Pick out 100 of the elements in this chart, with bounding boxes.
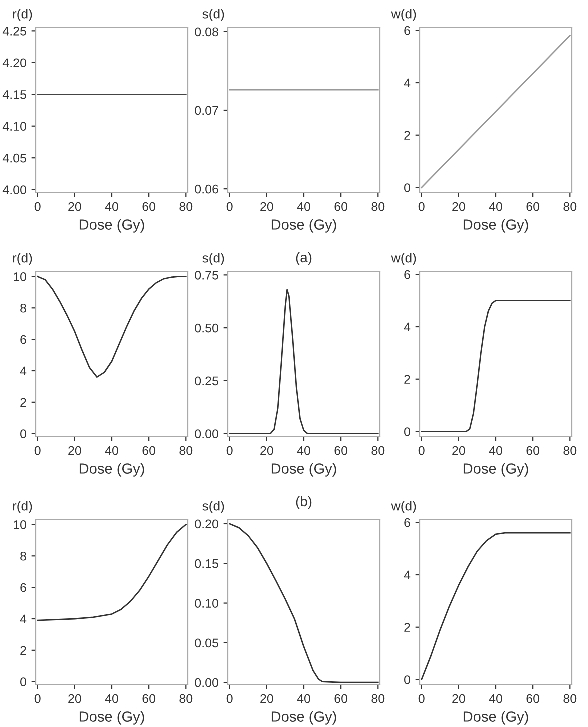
y-tick-label: 0.15 xyxy=(195,559,218,568)
x-axis-title: Dose (Gy) xyxy=(272,463,336,477)
y-tick-label: 4 xyxy=(404,570,411,580)
y-tick-label: 0.10 xyxy=(195,599,218,608)
y-axis-title: s(d) xyxy=(202,9,224,22)
y-tick-label: 4.15 xyxy=(2,90,26,100)
x-tick-label: 60 xyxy=(526,446,540,456)
y-tick-label: 2 xyxy=(404,131,410,140)
x-tick-label: 20 xyxy=(452,202,466,212)
x-tick-label: 60 xyxy=(142,446,156,456)
x-axis-title: Dose (Gy) xyxy=(464,711,528,725)
y-tick-label: 0 xyxy=(404,184,410,192)
x-tick-label: 0 xyxy=(418,694,425,704)
x-axis-title: Dose (Gy) xyxy=(272,219,336,233)
x-tick-label: 20 xyxy=(260,202,274,212)
x-tick-label: 40 xyxy=(489,694,502,704)
x-tick-label: 80 xyxy=(564,446,577,456)
x-tick-label: 20 xyxy=(260,446,274,456)
y-axis-title: r(d) xyxy=(13,9,32,22)
y-tick-label: 6 xyxy=(404,26,410,36)
y-tick-label: 4.20 xyxy=(2,58,26,68)
x-tick-label: 80 xyxy=(564,202,577,212)
y-tick-label: 0.06 xyxy=(195,184,218,194)
y-tick-label: 4 xyxy=(404,78,411,88)
y-axis-title: w(d) xyxy=(391,9,416,22)
x-tick-label: 60 xyxy=(334,694,348,704)
x-tick-label: 80 xyxy=(564,694,577,704)
x-tick-label: 60 xyxy=(526,202,540,212)
y-axis-title: r(d) xyxy=(13,501,32,514)
y-axis-title: r(d) xyxy=(13,253,32,266)
y-tick-label: 0 xyxy=(404,428,410,436)
y-tick-label: 10 xyxy=(14,272,26,282)
y-tick-label: 6 xyxy=(20,583,26,592)
y-tick-label: 4.10 xyxy=(2,122,26,132)
text: (b) xyxy=(296,496,312,510)
y-tick-label: 0 xyxy=(20,430,26,439)
y-tick-label: 0.00 xyxy=(195,430,218,438)
y-tick-label: 0 xyxy=(20,678,26,687)
x-tick-label: 20 xyxy=(68,694,82,704)
y-tick-label: 0.00 xyxy=(195,678,218,688)
x-axis-title: Dose (Gy) xyxy=(80,711,144,725)
x-axis-title: Dose (Gy) xyxy=(272,711,336,725)
x-tick-label: 20 xyxy=(260,694,274,704)
x-tick-label: 80 xyxy=(372,446,385,456)
x-tick-label: 0 xyxy=(34,446,41,456)
x-tick-label: 40 xyxy=(489,202,502,212)
y-axis-title: w(d) xyxy=(391,501,416,514)
x-tick-label: 20 xyxy=(68,446,82,456)
x-tick-label: 40 xyxy=(105,694,118,704)
x-tick-label: 80 xyxy=(180,202,193,212)
x-tick-label: 60 xyxy=(526,694,540,704)
x-tick-label: 40 xyxy=(105,446,118,456)
y-tick-label: 6 xyxy=(404,518,410,528)
x-tick-label: 20 xyxy=(452,446,466,456)
x-tick-label: 60 xyxy=(142,202,156,212)
y-tick-label: 2 xyxy=(404,375,410,384)
y-tick-label: 4 xyxy=(20,366,27,376)
x-axis-title: Dose (Gy) xyxy=(80,463,144,477)
y-axis-title: w(d) xyxy=(391,253,416,266)
x-tick-label: 40 xyxy=(105,202,118,212)
x-tick-label: 0 xyxy=(34,694,41,704)
x-axis-title: Dose (Gy) xyxy=(464,219,528,233)
y-tick-label: 0.20 xyxy=(195,520,218,529)
y-tick-label: 0.05 xyxy=(195,638,218,648)
y-tick-label: 0.50 xyxy=(195,324,218,333)
y-axis-title: s(d) xyxy=(202,501,224,514)
y-tick-label: 10 xyxy=(14,520,26,530)
x-axis-title: Dose (Gy) xyxy=(464,463,528,477)
y-tick-label: 8 xyxy=(20,304,26,313)
y-tick-label: 2 xyxy=(20,398,26,407)
y-tick-label: 6 xyxy=(404,270,410,280)
y-tick-label: 4 xyxy=(404,322,411,332)
y-tick-label: 0 xyxy=(404,676,410,684)
x-tick-label: 80 xyxy=(180,446,193,456)
x-tick-label: 0 xyxy=(34,202,41,212)
x-tick-label: 0 xyxy=(226,446,233,456)
y-tick-label: 4.25 xyxy=(2,26,26,36)
x-tick-label: 40 xyxy=(489,446,502,456)
x-axis-title: Dose (Gy) xyxy=(80,219,144,233)
y-tick-label: 4 xyxy=(20,614,27,624)
x-tick-label: 40 xyxy=(297,694,310,704)
y-tick-label: 0.07 xyxy=(195,106,218,116)
x-tick-label: 0 xyxy=(226,202,233,212)
x-tick-label: 0 xyxy=(418,446,425,456)
y-tick-label: 8 xyxy=(20,552,26,561)
y-axis-title: s(d) xyxy=(202,253,224,266)
x-tick-label: 80 xyxy=(372,202,385,212)
y-tick-label: 4.05 xyxy=(2,154,26,163)
x-tick-label: 20 xyxy=(452,694,466,704)
y-tick-label: 0.75 xyxy=(195,270,218,280)
y-tick-label: 2 xyxy=(20,646,26,655)
x-tick-label: 60 xyxy=(142,694,156,704)
x-tick-label: 20 xyxy=(68,202,82,212)
y-tick-label: 0.08 xyxy=(195,28,218,37)
x-tick-label: 0 xyxy=(226,694,233,704)
x-tick-label: 40 xyxy=(297,446,310,456)
x-tick-label: 80 xyxy=(372,694,385,704)
x-tick-label: 40 xyxy=(297,202,310,212)
x-tick-label: 60 xyxy=(334,446,348,456)
x-tick-label: 80 xyxy=(180,694,193,704)
